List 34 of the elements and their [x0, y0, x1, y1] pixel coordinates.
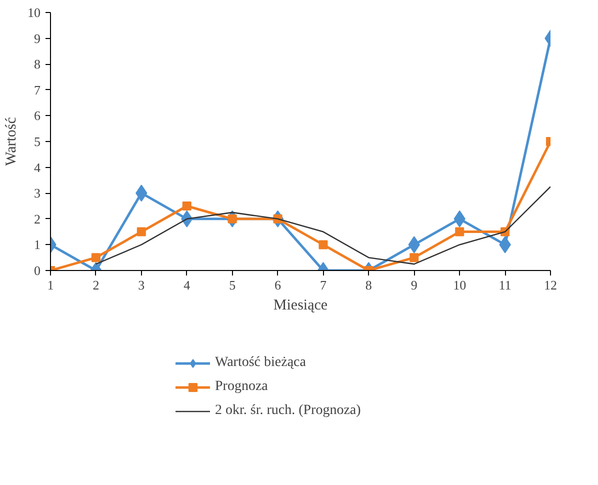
y-tick-label: 9 — [34, 30, 40, 46]
legend-label: 2 okr. śr. ruch. (Prognoza) — [215, 403, 361, 419]
point — [182, 202, 192, 210]
y-tick-label: 6 — [34, 108, 41, 124]
y-tick-label: 0 — [34, 263, 40, 278]
y-tick-label: 5 — [34, 134, 40, 149]
point — [136, 227, 146, 236]
point — [410, 253, 419, 262]
y-tick-label: 2 — [34, 211, 40, 226]
y-tick-label: 3 — [34, 186, 40, 201]
x-tick-label: 3 — [138, 278, 145, 292]
x-tick-label: 6 — [274, 278, 282, 292]
x-tick-label: 5 — [229, 278, 236, 292]
x-tick-label: 4 — [184, 278, 191, 292]
legend-label: Prognoza — [215, 379, 268, 395]
y-tick-label: 1 — [34, 237, 40, 252]
point — [455, 227, 464, 236]
x-tick-label: 12 — [544, 278, 557, 292]
x-tick-label: 8 — [365, 278, 372, 292]
x-tick-label: 1 — [47, 278, 54, 292]
x-tick-label: 9 — [410, 278, 418, 292]
x-tick-label: 2 — [92, 278, 100, 292]
legend-label: Wartość bieżąca — [215, 355, 306, 371]
x-tick-label: 7 — [320, 278, 327, 292]
y-tick-label: 7 — [34, 82, 41, 98]
x-tick-label: 11 — [498, 278, 512, 292]
point — [318, 240, 328, 250]
point — [91, 253, 100, 262]
x-axis-title: Miesiące — [273, 298, 328, 314]
y-tick-label: 10 — [28, 5, 40, 20]
y-tick-label: 8 — [34, 56, 40, 72]
y-tick-label: 4 — [34, 160, 41, 175]
y-axis-title: Wartość — [4, 116, 20, 166]
x-tick-label: 10 — [453, 278, 466, 292]
